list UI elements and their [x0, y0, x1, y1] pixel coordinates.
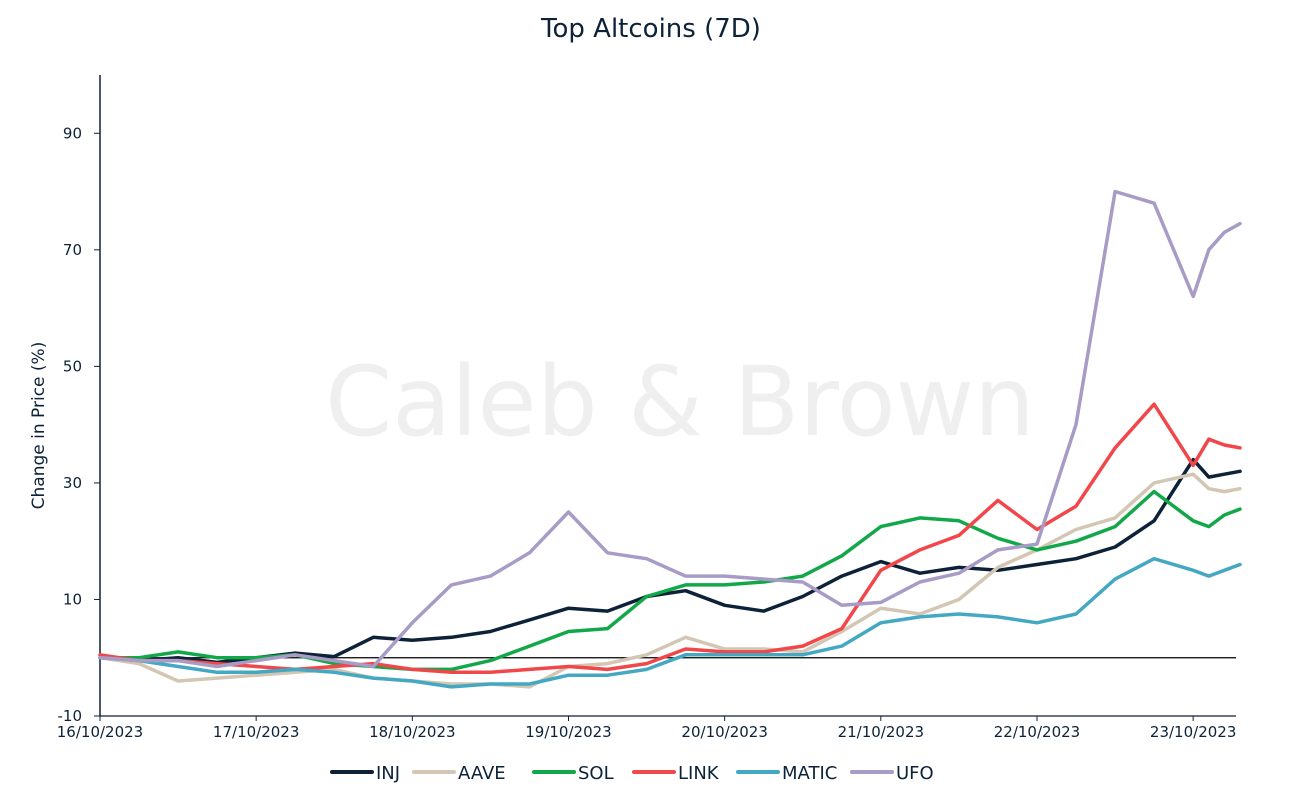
chart-title: Top Altcoins (7D)	[541, 14, 761, 44]
watermark-text: Caleb & Brown	[325, 346, 1035, 458]
axes-layer: -10 10 30 50 70 90 16/10/2023 17/10/2023 18/10/2…	[29, 75, 1236, 741]
x-tick-label: 22/10/2023	[994, 723, 1080, 741]
y-tick-label: 10	[63, 590, 82, 608]
x-tick-label: 20/10/2023	[681, 723, 767, 741]
legend-label-aave: AAVE	[458, 763, 506, 784]
legend-label-matic: MATIC	[782, 763, 837, 784]
legend-label-ufo: UFO	[896, 763, 934, 784]
series-line-ufo	[98, 189, 1242, 669]
y-axis-title: Change in Price (%)	[29, 342, 49, 510]
series-line-matic	[98, 556, 1242, 689]
x-tick-label: 21/10/2023	[838, 723, 924, 741]
x-tick-label: 18/10/2023	[369, 723, 455, 741]
series-line-aave	[98, 472, 1242, 689]
legend-label-sol: SOL	[578, 763, 614, 784]
watermark-layer: Caleb & Brown	[325, 346, 1035, 458]
x-tick-label: 23/10/2023	[1150, 723, 1236, 741]
x-tick-label: 19/10/2023	[525, 723, 611, 741]
y-tick-label: 70	[63, 241, 82, 259]
legend: INJ AAVE SOL LINK MATIC UFO	[330, 763, 934, 784]
series-line-inj	[98, 457, 1242, 665]
legend-label-link: LINK	[678, 763, 720, 784]
legend-label-inj: INJ	[376, 763, 400, 784]
series-layer	[98, 189, 1242, 689]
x-tick-label: 17/10/2023	[213, 723, 299, 741]
y-tick-label: 90	[63, 124, 82, 142]
y-tick-label: 50	[63, 357, 82, 375]
y-tick-label: -10	[58, 707, 83, 725]
y-tick-label: 30	[63, 474, 82, 492]
x-tick-label: 16/10/2023	[57, 723, 143, 741]
